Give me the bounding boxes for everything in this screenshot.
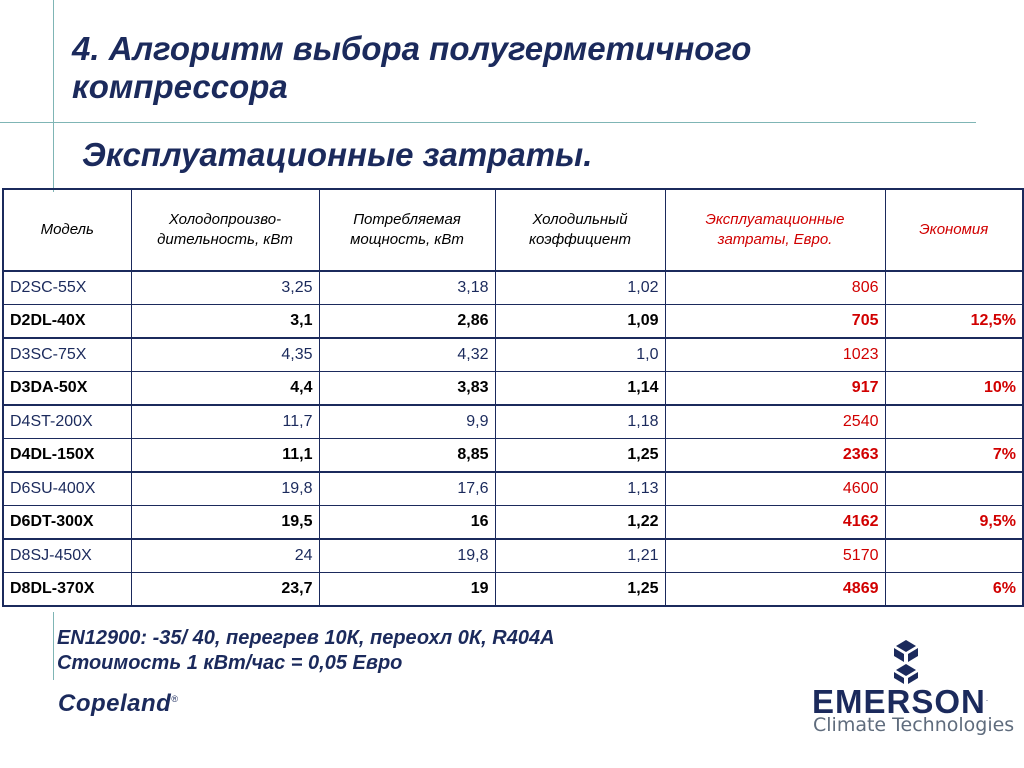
cell-costs: 917 (664, 371, 886, 405)
header-savings: Экономия (884, 189, 1024, 272)
copeland-wordmark: Copeland (58, 690, 172, 717)
costs-table: Модель Холодопроизво-дительность, кВт По… (2, 188, 1024, 607)
cell-capacity: 3,25 (130, 270, 320, 305)
copeland-logo: Copeland® (58, 690, 178, 718)
vertical-rule (53, 0, 54, 192)
cell-model: D3SC-75X (2, 337, 132, 372)
cell-model: D4ST-200X (2, 404, 132, 439)
table-row: D8SJ-450X 24 19,8 1,21 5170 (2, 538, 1024, 573)
cell-savings: 9,5% (884, 505, 1024, 539)
cell-model: D2SC-55X (2, 270, 132, 305)
table-row: D2DL-40X 3,1 2,86 1,09 705 12,5% (2, 304, 1024, 338)
cell-power: 17,6 (318, 471, 496, 506)
cell-costs: 1023 (664, 337, 886, 372)
cell-capacity: 3,1 (130, 304, 320, 338)
cell-cop: 1,0 (494, 337, 666, 372)
cell-costs: 806 (664, 270, 886, 305)
cell-model: D3DA-50X (2, 371, 132, 405)
header-cop: Холодильный коэффициент (494, 189, 666, 272)
cell-capacity: 23,7 (130, 572, 320, 606)
cell-savings: 7% (884, 438, 1024, 472)
cell-model: D8DL-370X (2, 572, 132, 606)
cell-cop: 1,21 (494, 538, 666, 573)
cell-model: D4DL-150X (2, 438, 132, 472)
cell-cop: 1,09 (494, 304, 666, 338)
cell-savings (884, 337, 1024, 372)
note-line: Стоимость 1 кВт/час = 0,05 Евро (57, 652, 403, 674)
table-row: D3DA-50X 4,4 3,83 1,14 917 10% (2, 371, 1024, 405)
cell-costs: 4869 (664, 572, 886, 606)
table-row: D3SC-75X 4,35 4,32 1,0 1023 (2, 337, 1024, 372)
cell-cop: 1,13 (494, 471, 666, 506)
table-row: D2SC-55X 3,25 3,18 1,02 806 (2, 270, 1024, 305)
cell-costs: 4162 (664, 505, 886, 539)
slide-subtitle: Эксплуатационные затраты. (82, 136, 593, 173)
cell-power: 9,9 (318, 404, 496, 439)
cell-power: 3,83 (318, 371, 496, 405)
cell-model: D2DL-40X (2, 304, 132, 338)
cell-model: D6SU-400X (2, 471, 132, 506)
table-row: D4DL-150X 11,1 8,85 1,25 2363 7% (2, 438, 1024, 472)
cell-capacity: 24 (130, 538, 320, 573)
cell-savings: 6% (884, 572, 1024, 606)
cell-power: 3,18 (318, 270, 496, 305)
cell-costs: 2540 (664, 404, 886, 439)
cell-cop: 1,18 (494, 404, 666, 439)
table-row: D6SU-400X 19,8 17,6 1,13 4600 (2, 471, 1024, 506)
cell-savings: 10% (884, 371, 1024, 405)
slide-title: 4. Алгоритм выбора полугерметичного комп… (72, 30, 752, 105)
cell-savings (884, 404, 1024, 439)
cell-capacity: 19,8 (130, 471, 320, 506)
cell-costs: 4600 (664, 471, 886, 506)
cell-capacity: 11,7 (130, 404, 320, 439)
registered-mark: ® (171, 694, 179, 704)
cell-model: D8SJ-450X (2, 538, 132, 573)
emerson-wordmark: EMERSON (812, 683, 986, 720)
cell-power: 4,32 (318, 337, 496, 372)
cell-cop: 1,02 (494, 270, 666, 305)
cell-power: 19,8 (318, 538, 496, 573)
cell-capacity: 11,1 (130, 438, 320, 472)
trademark-mark: . (985, 694, 990, 703)
cell-cop: 1,25 (494, 438, 666, 472)
table-row: D6DT-300X 19,5 16 1,22 4162 9,5% (2, 505, 1024, 539)
cell-savings (884, 270, 1024, 305)
cell-power: 16 (318, 505, 496, 539)
header-operating-costs: Эксплуатационные затраты, Евро. (664, 189, 886, 272)
header-model: Модель (2, 189, 132, 272)
cell-costs: 2363 (664, 438, 886, 472)
header-power: Потребляемая мощность, кВт (318, 189, 496, 272)
cell-power: 2,86 (318, 304, 496, 338)
table-row: D8DL-370X 23,7 19 1,25 4869 6% (2, 572, 1024, 606)
cell-capacity: 19,5 (130, 505, 320, 539)
cell-cop: 1,22 (494, 505, 666, 539)
conditions-note: EN12900: -35/ 40, перегрев 10К, переохл … (57, 626, 555, 676)
emerson-tagline: Climate Technologies (813, 714, 1015, 736)
cell-savings: 12,5% (884, 304, 1024, 338)
cell-cop: 1,25 (494, 572, 666, 606)
cell-cop: 1,14 (494, 371, 666, 405)
note-line: EN12900: -35/ 40, перегрев 10К, переохл … (57, 627, 555, 649)
cell-savings (884, 538, 1024, 573)
cell-costs: 5170 (664, 538, 886, 573)
cell-model: D6DT-300X (2, 505, 132, 539)
table-header-row: Модель Холодопроизво-дительность, кВт По… (2, 189, 1024, 272)
cell-capacity: 4,35 (130, 337, 320, 372)
emerson-logo: EMERSON. (812, 683, 989, 721)
cell-power: 19 (318, 572, 496, 606)
cell-costs: 705 (664, 304, 886, 338)
cell-capacity: 4,4 (130, 371, 320, 405)
table-row: D4ST-200X 11,7 9,9 1,18 2540 (2, 404, 1024, 439)
cell-power: 8,85 (318, 438, 496, 472)
emerson-emblem-icon (894, 640, 918, 684)
vertical-rule-bottom (53, 612, 54, 680)
horizontal-rule (0, 122, 976, 123)
cell-savings (884, 471, 1024, 506)
header-capacity: Холодопроизво-дительность, кВт (130, 189, 320, 272)
